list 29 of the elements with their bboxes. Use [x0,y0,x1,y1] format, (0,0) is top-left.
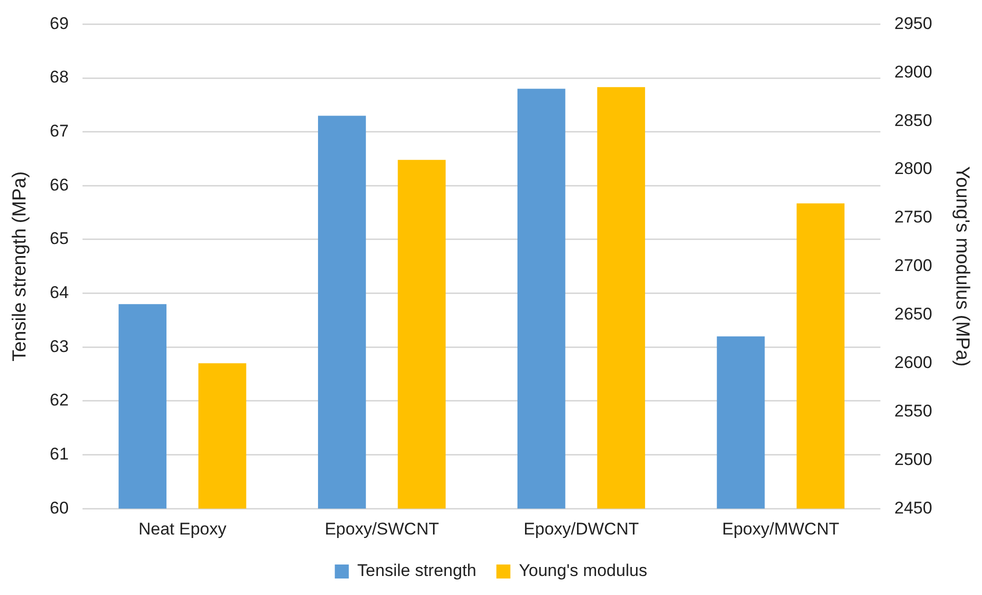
legend-label: Young's modulus [518,561,648,580]
y-tick-label: 69 [50,14,69,33]
y-tick-label: 65 [50,229,69,248]
y2-tick-label: 2500 [894,450,932,469]
y2-tick-label: 2950 [894,14,932,33]
y2-tick-label: 2800 [894,159,932,178]
y-tick-label: 63 [50,336,69,356]
y-tick-label: 60 [50,498,69,518]
y2-tick-label: 2700 [894,256,932,276]
y2-tick-label: 2750 [894,208,932,227]
x-tick-label: Epoxy/DWCNT [524,519,639,538]
y-tick-label: 62 [50,390,69,410]
x-tick-label: Epoxy/SWCNT [324,519,439,538]
x-tick-label: Neat Epoxy [138,519,227,538]
y-axis-title: Tensile strength (MPa) [10,171,31,362]
x-tick-label: Epoxy/MWCNT [722,519,840,538]
y-tick-label: 64 [50,283,69,302]
y-tick-label: 68 [50,68,69,87]
y2-tick-label: 2600 [894,352,932,372]
y-tick-label: 66 [50,175,69,194]
y-tick-label: 67 [50,122,69,141]
y-tick-label: 61 [50,444,69,464]
y2-tick-label: 2850 [894,110,932,130]
y2-tick-label: 2900 [894,62,932,82]
y2-tick-label: 2550 [894,401,932,420]
y2-tick-label: 2450 [894,498,932,518]
y2-tick-label: 2650 [894,304,932,324]
y2-axis-title: Young's modulus (MPa) [951,166,972,367]
legend-label: Tensile strength [357,561,476,580]
